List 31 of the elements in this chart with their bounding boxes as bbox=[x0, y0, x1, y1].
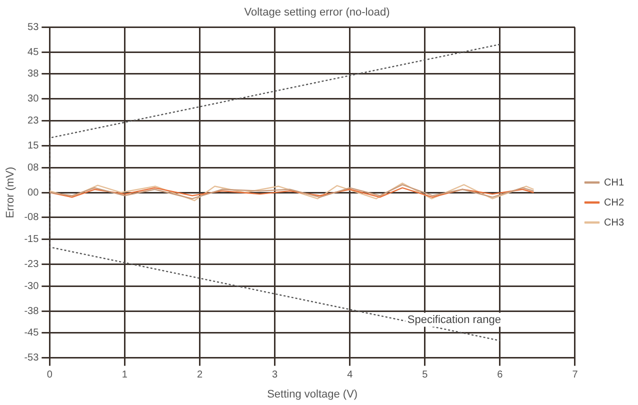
y-tick-label: 00 bbox=[28, 187, 40, 198]
y-tick-label: -15 bbox=[24, 234, 40, 246]
y-tick-label: -30 bbox=[24, 280, 40, 292]
x-axis-title: Setting voltage (V) bbox=[267, 388, 358, 400]
x-tick-label: 3 bbox=[272, 370, 278, 381]
y-tick-label: -45 bbox=[24, 328, 40, 339]
y-tick-label: -08 bbox=[24, 212, 40, 224]
y-tick-label: -23 bbox=[24, 258, 40, 270]
legend-label: CH1 bbox=[604, 177, 624, 188]
y-tick-label: 30 bbox=[28, 94, 40, 105]
x-tick-label: 5 bbox=[422, 370, 428, 381]
legend-label: CH3 bbox=[604, 217, 624, 228]
x-tick-label: 6 bbox=[497, 370, 504, 381]
x-tick-label: 4 bbox=[347, 370, 354, 381]
legend-label: CH2 bbox=[604, 197, 624, 208]
y-tick-label: 53 bbox=[28, 22, 40, 33]
y-tick-label: -38 bbox=[24, 306, 40, 317]
y-tick-label: 23 bbox=[28, 116, 40, 127]
line-series bbox=[50, 44, 501, 342]
y-tick-label: -53 bbox=[24, 352, 40, 364]
x-tick-label: 1 bbox=[122, 370, 128, 381]
y-axis-title: Error (mV) bbox=[4, 166, 17, 218]
y-tick-label: 08 bbox=[28, 162, 40, 174]
y-tick-label: 38 bbox=[28, 68, 40, 80]
annotation: Specification range bbox=[407, 314, 501, 326]
x-tick-label: 7 bbox=[572, 370, 578, 381]
y-tick-label: 15 bbox=[28, 140, 40, 152]
y-tick-label: 45 bbox=[28, 46, 40, 58]
x-tick-label: 0 bbox=[46, 370, 53, 381]
x-tick-label: 2 bbox=[196, 370, 203, 381]
chart-title: Voltage setting error (no-load) bbox=[244, 6, 390, 19]
